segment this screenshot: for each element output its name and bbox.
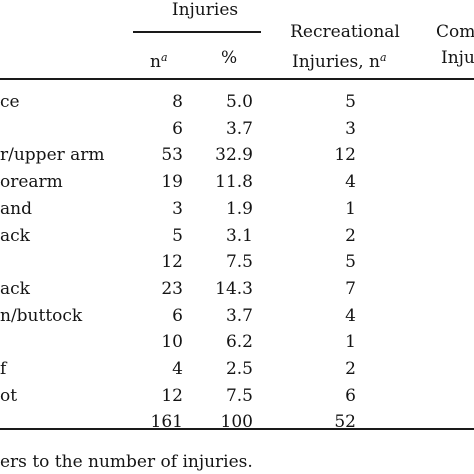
row-label: ot (0, 386, 18, 406)
row-n: 8 (172, 92, 183, 112)
row-recreational: 52 (334, 412, 356, 432)
row-recreational: 12 (334, 145, 356, 165)
injuries-group-header: Injuries (171, 0, 239, 20)
row-percent: 3.1 (225, 226, 253, 246)
n-column-header: na (150, 51, 168, 72)
row-recreational: 7 (345, 279, 356, 299)
row-n: 3 (172, 199, 183, 219)
row-n: 12 (161, 386, 183, 406)
row-recreational: 4 (345, 306, 356, 326)
row-recreational: 1 (345, 332, 356, 352)
row-percent: 1.9 (225, 199, 253, 219)
row-label: ce (0, 92, 20, 112)
row-recreational: 6 (345, 386, 356, 406)
row-n: 6 (172, 119, 183, 139)
row-percent: 11.8 (215, 172, 253, 192)
competitive-header-line2: Inju (441, 48, 474, 68)
row-n: 12 (161, 252, 183, 272)
row-label: n/buttock (0, 306, 83, 326)
row-label: ack (0, 279, 30, 299)
row-percent: 5.0 (225, 92, 253, 112)
row-n: 5 (172, 226, 183, 246)
row-recreational: 4 (345, 172, 356, 192)
row-recreational: 2 (345, 359, 356, 379)
row-label: and (0, 199, 32, 219)
row-n: 23 (161, 279, 183, 299)
row-n: 53 (161, 145, 183, 165)
row-recreational: 2 (345, 226, 356, 246)
row-recreational: 3 (345, 119, 356, 139)
percent-column-header: % (221, 48, 238, 68)
competitive-header-line1: Com (436, 22, 474, 42)
row-percent: 3.7 (225, 119, 253, 139)
row-label: r/upper arm (0, 145, 105, 165)
row-n: 161 (150, 412, 183, 432)
row-percent: 6.2 (225, 332, 253, 352)
table-bottom-rule (0, 428, 474, 430)
row-n: 6 (172, 306, 183, 326)
row-percent: 32.9 (215, 145, 253, 165)
header-bottom-rule (0, 78, 474, 80)
row-percent: 7.5 (225, 386, 253, 406)
injuries-group-rule (133, 31, 261, 33)
row-n: 4 (172, 359, 183, 379)
row-label: f (0, 359, 7, 379)
row-label: orearm (0, 172, 63, 192)
row-recreational: 5 (345, 92, 356, 112)
row-percent: 100 (220, 412, 253, 432)
row-percent: 2.5 (225, 359, 253, 379)
row-label: ack (0, 226, 30, 246)
footnote: ers to the number of injuries. (0, 452, 253, 472)
row-n: 19 (161, 172, 183, 192)
row-percent: 7.5 (225, 252, 253, 272)
row-percent: 3.7 (225, 306, 253, 326)
row-percent: 14.3 (215, 279, 253, 299)
recreational-header-line1: Recreational (290, 22, 400, 42)
row-n: 10 (161, 332, 183, 352)
recreational-header-line2: Injuries, na (292, 51, 387, 72)
row-recreational: 5 (345, 252, 356, 272)
row-recreational: 1 (345, 199, 356, 219)
